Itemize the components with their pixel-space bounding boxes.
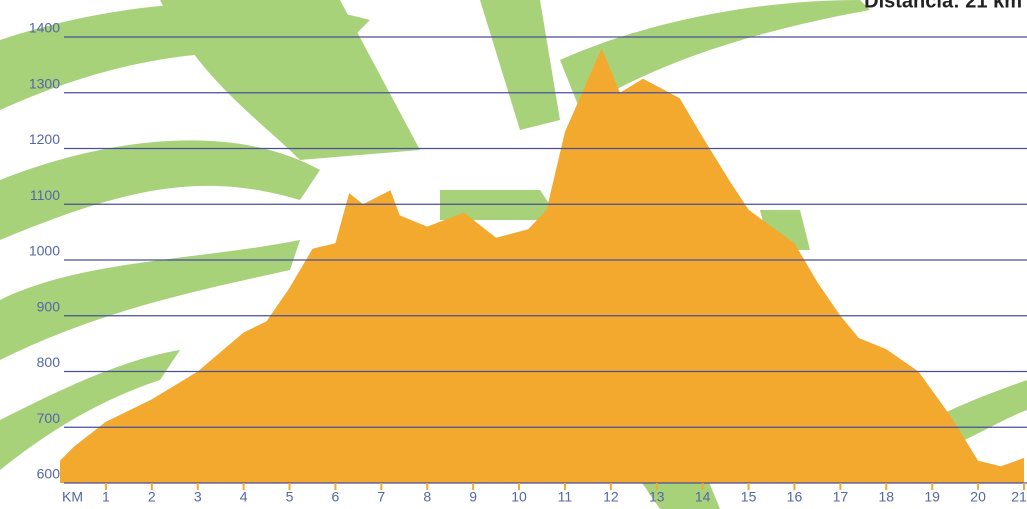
x-tick-label: 12 xyxy=(603,489,619,505)
x-tick-label: 13 xyxy=(649,489,665,505)
x-tick-label: 21 xyxy=(1011,489,1027,505)
x-tick-label: 10 xyxy=(511,489,527,505)
y-tick-label: 1200 xyxy=(29,131,60,147)
x-tick-label: 15 xyxy=(741,489,757,505)
y-tick-label: 1000 xyxy=(29,243,60,259)
x-tick-label: 4 xyxy=(240,489,248,505)
x-tick-label: 14 xyxy=(695,489,711,505)
x-tick-label: 5 xyxy=(286,489,294,505)
x-tick-label: 2 xyxy=(148,489,156,505)
x-tick-label: 8 xyxy=(423,489,431,505)
x-tick-label: 1 xyxy=(102,489,110,505)
y-tick-label: 1300 xyxy=(29,75,60,91)
y-tick-label: 600 xyxy=(37,466,61,482)
y-tick-label: 900 xyxy=(37,298,61,314)
x-tick-label: 17 xyxy=(833,489,849,505)
x-tick-label: 18 xyxy=(878,489,894,505)
x-tick-label: 9 xyxy=(469,489,477,505)
x-tick-label: 7 xyxy=(377,489,385,505)
y-tick-label: 800 xyxy=(37,354,61,370)
y-tick-label: 700 xyxy=(37,410,61,426)
x-tick-label: 16 xyxy=(787,489,803,505)
x-axis-label: KM xyxy=(62,489,83,505)
chart-title: Distancia: 21 km xyxy=(864,0,1022,12)
x-tick-label: 11 xyxy=(558,489,573,505)
x-tick-label: 19 xyxy=(924,489,940,505)
x-tick-label: 3 xyxy=(194,489,202,505)
x-tick-label: 6 xyxy=(332,489,340,505)
y-tick-label: 1400 xyxy=(29,20,60,36)
elevation-area xyxy=(60,48,1024,483)
x-tick-label: 20 xyxy=(970,489,986,505)
y-tick-label: 1100 xyxy=(30,187,60,203)
